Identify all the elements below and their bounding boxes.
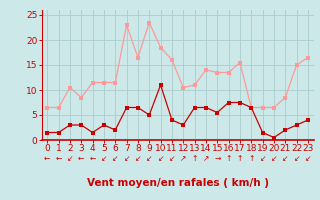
Text: ↙: ↙ xyxy=(282,154,288,163)
Text: ↑: ↑ xyxy=(237,154,243,163)
Text: ↗: ↗ xyxy=(203,154,209,163)
Text: ↑: ↑ xyxy=(191,154,198,163)
Text: ↙: ↙ xyxy=(157,154,164,163)
Text: ↙: ↙ xyxy=(271,154,277,163)
Text: ↑: ↑ xyxy=(225,154,232,163)
Text: ↙: ↙ xyxy=(112,154,118,163)
X-axis label: Vent moyen/en rafales ( km/h ): Vent moyen/en rafales ( km/h ) xyxy=(87,178,268,188)
Text: ↑: ↑ xyxy=(248,154,254,163)
Text: ↙: ↙ xyxy=(169,154,175,163)
Text: ↙: ↙ xyxy=(67,154,73,163)
Text: ↙: ↙ xyxy=(101,154,107,163)
Text: ←: ← xyxy=(78,154,84,163)
Text: ↗: ↗ xyxy=(180,154,187,163)
Text: ←: ← xyxy=(55,154,62,163)
Text: →: → xyxy=(214,154,220,163)
Text: ←: ← xyxy=(44,154,51,163)
Text: ↙: ↙ xyxy=(135,154,141,163)
Text: ↙: ↙ xyxy=(260,154,266,163)
Text: ↙: ↙ xyxy=(124,154,130,163)
Text: ↙: ↙ xyxy=(293,154,300,163)
Text: ↙: ↙ xyxy=(146,154,152,163)
Text: ↙: ↙ xyxy=(305,154,311,163)
Text: ←: ← xyxy=(89,154,96,163)
